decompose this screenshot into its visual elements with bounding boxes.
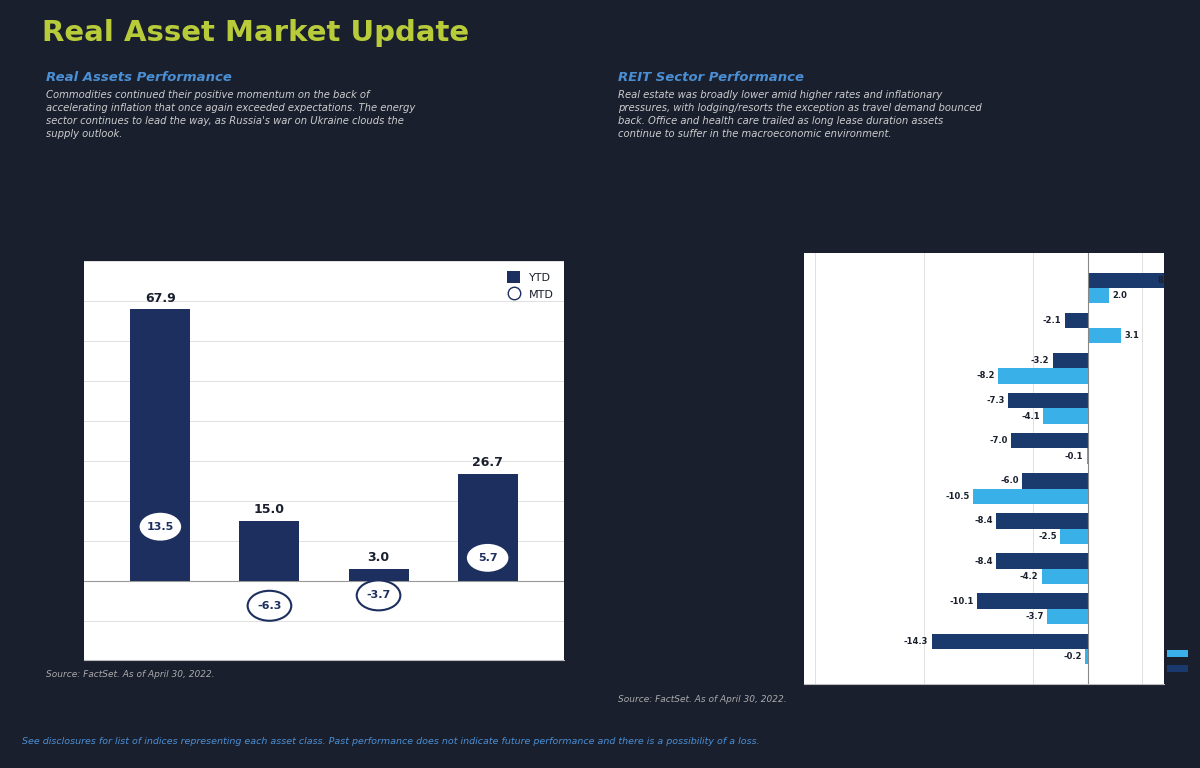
- Bar: [1087, 288, 1110, 303]
- Text: -3.7: -3.7: [1026, 612, 1044, 621]
- Text: -2.5: -2.5: [1038, 531, 1057, 541]
- Bar: [1042, 568, 1087, 584]
- Text: Real Assets Performance: Real Assets Performance: [46, 71, 232, 84]
- Bar: [996, 554, 1087, 568]
- Bar: [1061, 528, 1087, 544]
- Legend: MTD, YTD: MTD, YTD: [1163, 645, 1200, 678]
- Legend: YTD, MTD: YTD, MTD: [503, 266, 558, 304]
- Text: Source: FactSet. As of April 30, 2022.: Source: FactSet. As of April 30, 2022.: [618, 695, 787, 704]
- Text: -2.1: -2.1: [1043, 316, 1062, 325]
- Ellipse shape: [356, 581, 401, 611]
- Text: -7.0: -7.0: [990, 436, 1008, 445]
- Bar: [998, 369, 1087, 383]
- X-axis label: Total Return (%): Total Return (%): [940, 704, 1028, 714]
- Bar: [1052, 353, 1087, 369]
- Text: 5.7: 5.7: [478, 553, 498, 563]
- Text: -6.0: -6.0: [1001, 476, 1019, 485]
- Text: 13.5: 13.5: [146, 521, 174, 531]
- Text: -0.1: -0.1: [1064, 452, 1084, 461]
- Text: 3.0: 3.0: [367, 551, 390, 564]
- Text: -8.4: -8.4: [974, 516, 992, 525]
- Bar: [348, 568, 408, 581]
- Bar: [240, 521, 300, 581]
- Text: 67.9: 67.9: [145, 292, 175, 305]
- Text: -3.2: -3.2: [1031, 356, 1050, 366]
- Ellipse shape: [138, 511, 182, 541]
- Text: -8.4: -8.4: [974, 557, 992, 565]
- Text: -7.3: -7.3: [986, 396, 1004, 406]
- Bar: [996, 513, 1087, 528]
- Text: -14.3: -14.3: [904, 637, 929, 646]
- Text: Real Asset Market Update: Real Asset Market Update: [42, 19, 469, 47]
- Bar: [1086, 649, 1087, 664]
- Text: 3.1: 3.1: [1124, 331, 1140, 340]
- Bar: [1087, 273, 1176, 288]
- Bar: [1087, 328, 1122, 343]
- Text: See disclosures for list of indices representing each asset class. Past performa: See disclosures for list of indices repr…: [22, 737, 760, 746]
- Bar: [1008, 393, 1087, 409]
- Bar: [1064, 313, 1087, 328]
- Text: -4.2: -4.2: [1020, 571, 1038, 581]
- Text: Commodities continued their positive momentum on the back of
accelerating inflat: Commodities continued their positive mom…: [46, 90, 415, 140]
- Text: -10.1: -10.1: [950, 597, 974, 606]
- Text: 8.1: 8.1: [1158, 276, 1172, 285]
- Text: 2.0: 2.0: [1112, 291, 1128, 300]
- Bar: [931, 634, 1087, 649]
- Text: Source: FactSet. As of April 30, 2022.: Source: FactSet. As of April 30, 2022.: [46, 670, 215, 679]
- Text: 15.0: 15.0: [254, 503, 284, 516]
- Bar: [973, 488, 1087, 504]
- Bar: [1012, 433, 1087, 449]
- Text: REIT Sector Performance: REIT Sector Performance: [618, 71, 804, 84]
- Text: -8.2: -8.2: [977, 372, 995, 380]
- Bar: [1048, 609, 1087, 624]
- Bar: [457, 474, 517, 581]
- Bar: [1022, 473, 1087, 488]
- Text: -0.2: -0.2: [1063, 652, 1082, 660]
- Text: 26.7: 26.7: [472, 456, 503, 469]
- Text: -10.5: -10.5: [946, 492, 970, 501]
- Y-axis label: Total Return (%): Total Return (%): [46, 416, 55, 505]
- Text: Real estate was broadly lower amid higher rates and inflationary
pressures, with: Real estate was broadly lower amid highe…: [618, 90, 982, 140]
- Text: -4.1: -4.1: [1021, 412, 1039, 421]
- Ellipse shape: [247, 591, 292, 621]
- Bar: [131, 310, 191, 581]
- Bar: [1043, 409, 1087, 424]
- Ellipse shape: [466, 543, 510, 573]
- Bar: [978, 594, 1087, 609]
- Text: -3.7: -3.7: [366, 591, 391, 601]
- Text: -6.3: -6.3: [257, 601, 282, 611]
